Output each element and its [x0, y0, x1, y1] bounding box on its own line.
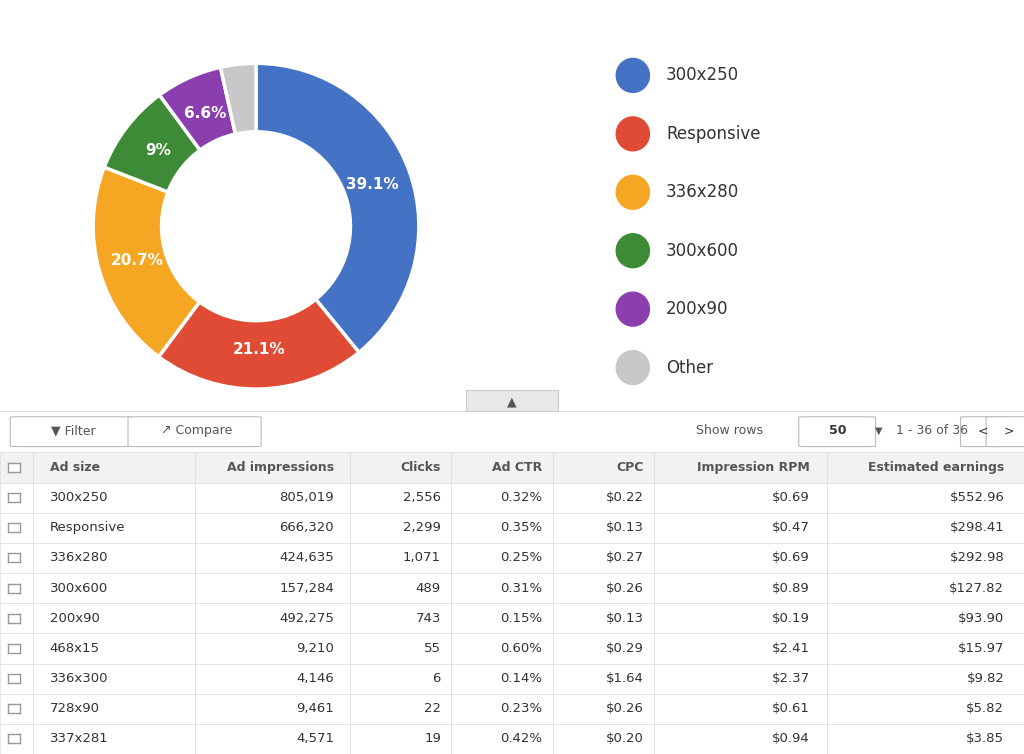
- Text: Other: Other: [666, 359, 713, 376]
- Text: ↗ Compare: ↗ Compare: [161, 425, 232, 437]
- Circle shape: [616, 117, 649, 151]
- FancyBboxPatch shape: [961, 417, 1007, 446]
- Text: Responsive: Responsive: [666, 125, 761, 143]
- Text: ▼ Filter: ▼ Filter: [51, 425, 96, 437]
- Text: 300x250: 300x250: [666, 66, 739, 84]
- Text: <: <: [978, 425, 988, 437]
- FancyBboxPatch shape: [10, 417, 133, 446]
- Text: 39.1%: 39.1%: [346, 177, 399, 192]
- Wedge shape: [160, 67, 236, 150]
- Circle shape: [616, 234, 649, 268]
- Circle shape: [616, 351, 649, 385]
- Text: 21.1%: 21.1%: [232, 342, 285, 357]
- Text: ▼: ▼: [874, 426, 883, 436]
- Text: ▲: ▲: [507, 395, 517, 408]
- Text: Show rows: Show rows: [696, 425, 763, 437]
- Text: 1 - 36 of 36: 1 - 36 of 36: [896, 425, 968, 437]
- Text: 20.7%: 20.7%: [111, 253, 164, 268]
- Text: 50: 50: [828, 425, 847, 437]
- Text: 200x90: 200x90: [666, 300, 728, 318]
- Circle shape: [616, 175, 649, 210]
- Wedge shape: [93, 167, 200, 357]
- FancyBboxPatch shape: [128, 417, 261, 446]
- Text: 300x600: 300x600: [666, 242, 739, 259]
- Circle shape: [616, 293, 649, 326]
- Wedge shape: [159, 299, 359, 389]
- Text: 6.6%: 6.6%: [183, 106, 226, 121]
- Text: 336x280: 336x280: [666, 183, 739, 201]
- Wedge shape: [256, 63, 419, 352]
- FancyBboxPatch shape: [986, 417, 1024, 446]
- Wedge shape: [104, 95, 200, 192]
- Wedge shape: [220, 63, 256, 134]
- Text: >: >: [1004, 425, 1014, 437]
- FancyBboxPatch shape: [799, 417, 876, 446]
- Text: 9%: 9%: [144, 143, 171, 158]
- Circle shape: [616, 59, 649, 93]
